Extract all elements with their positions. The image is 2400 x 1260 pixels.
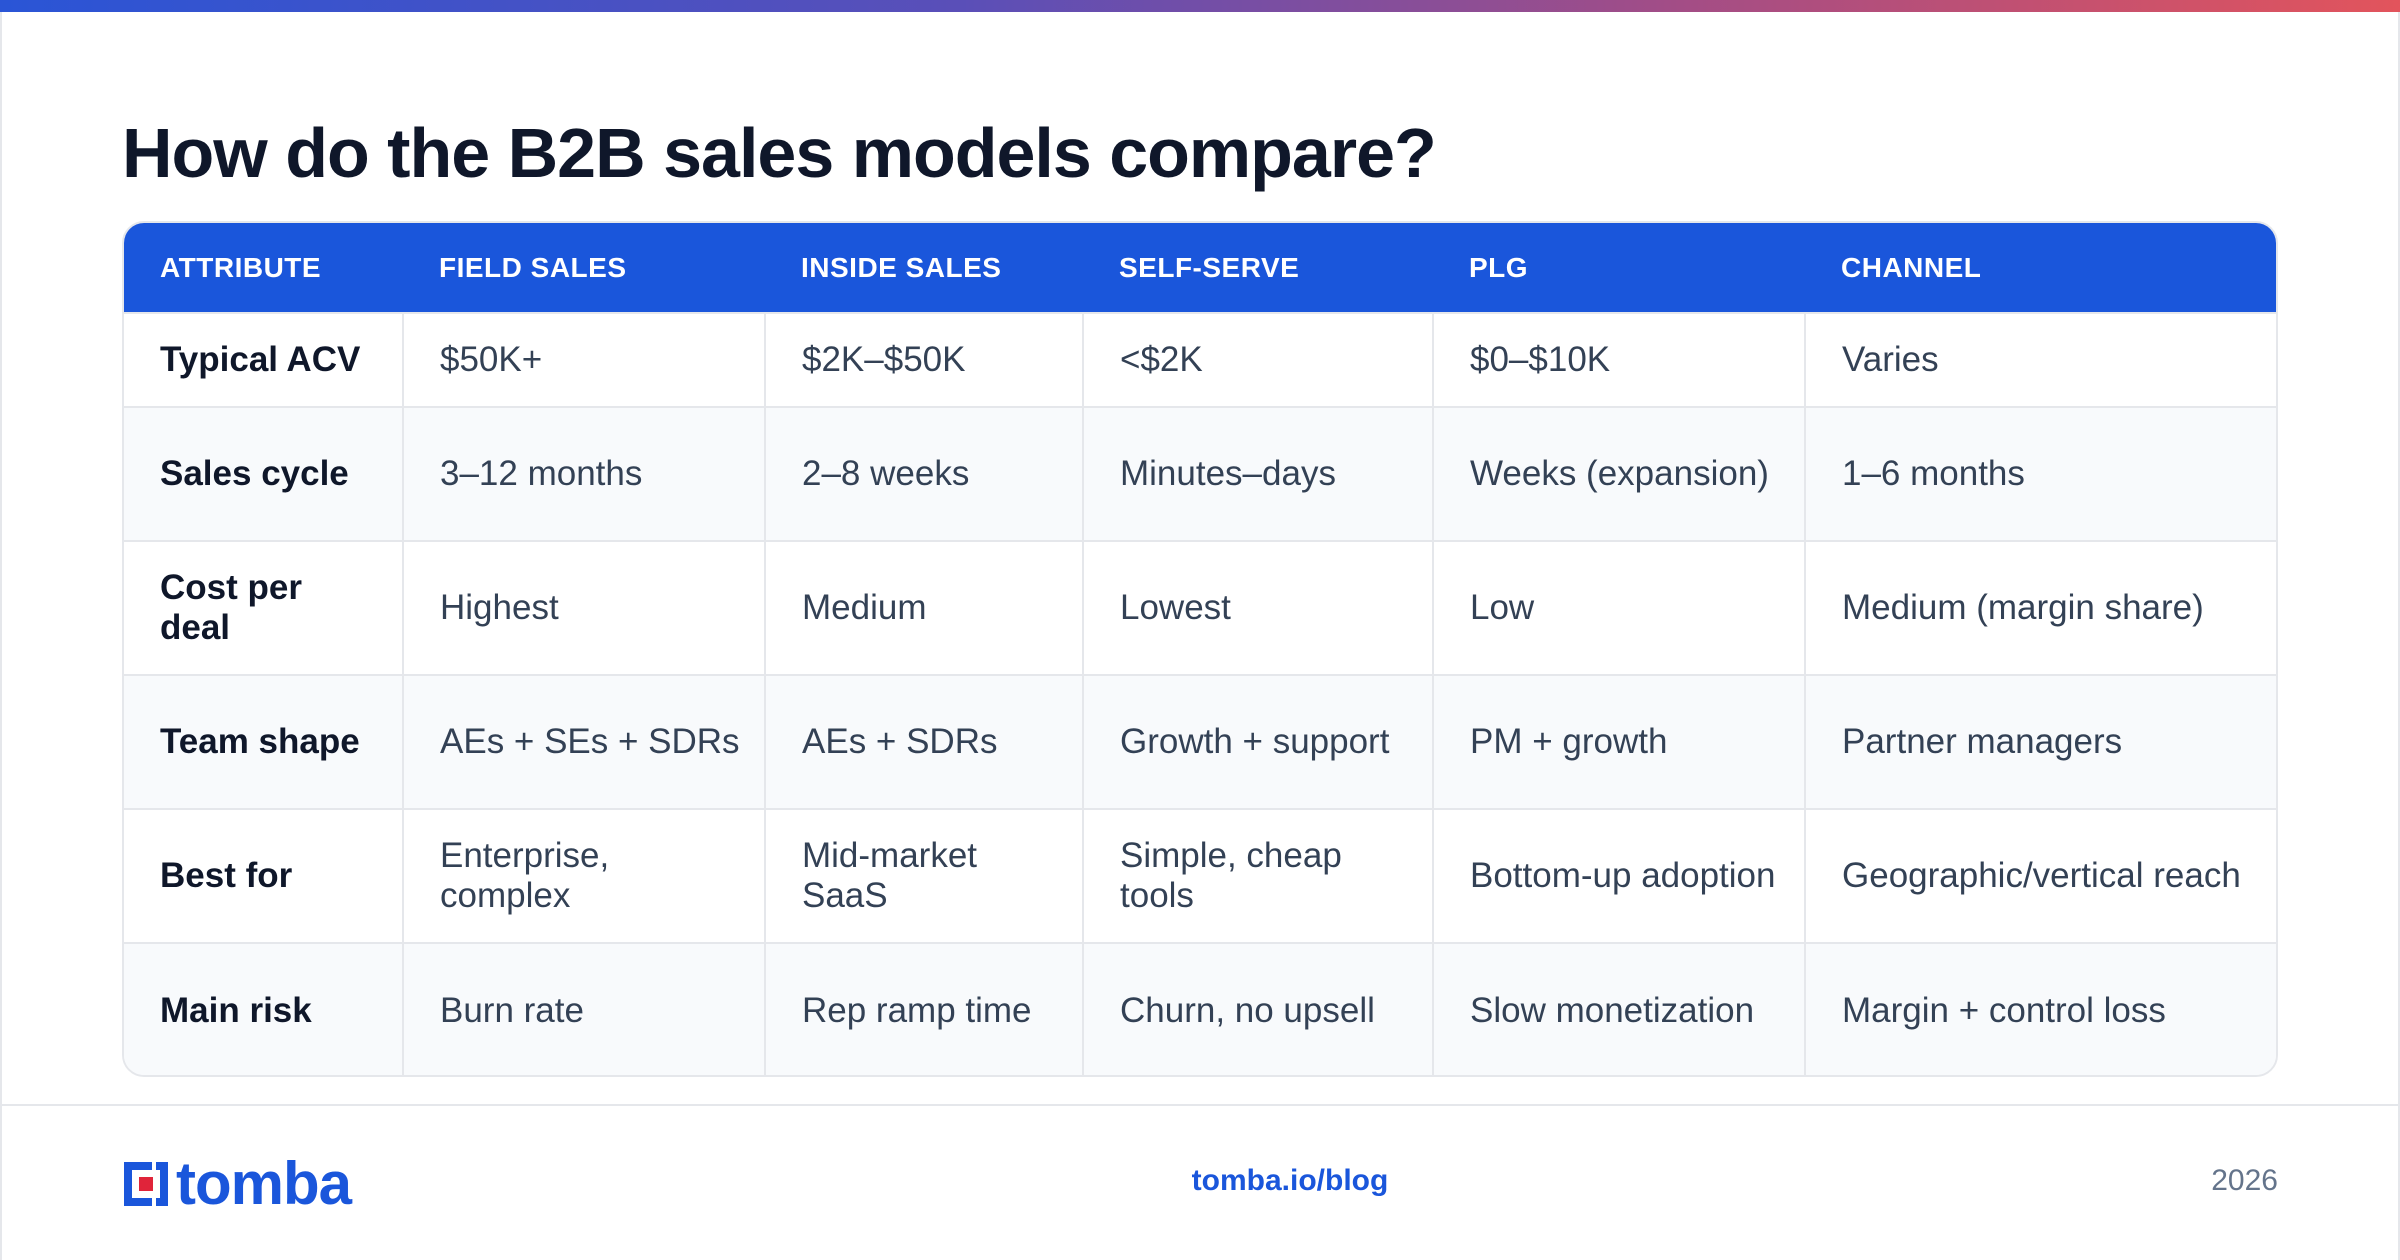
table-cell: Simple, cheap tools bbox=[1083, 808, 1434, 943]
table-cell: Rep ramp time bbox=[765, 942, 1084, 1075]
row-attribute: Best for bbox=[124, 808, 404, 943]
footer-divider bbox=[0, 1104, 2400, 1106]
column-header: PLG bbox=[1469, 251, 1529, 283]
column-header: INSIDE SALES bbox=[801, 251, 1002, 283]
table-cell: Geographic/vertical reach bbox=[1805, 808, 2276, 943]
page-title: How do the B2B sales models compare? bbox=[122, 114, 1437, 192]
column-header: CHANNEL bbox=[1841, 251, 1982, 283]
row-attribute: Sales cycle bbox=[124, 406, 404, 541]
row-attribute: Cost per deal bbox=[124, 540, 404, 675]
column-header: SELF-SERVE bbox=[1119, 251, 1300, 283]
table-cell: Slow monetization bbox=[1433, 942, 1806, 1075]
table-cell: $2K–$50K bbox=[765, 312, 1084, 407]
comparison-table: ATTRIBUTE FIELD SALES INSIDE SALES SELF-… bbox=[122, 221, 2278, 1077]
table-cell: 1–6 months bbox=[1805, 406, 2276, 541]
table-cell: $50K+ bbox=[403, 312, 766, 407]
table-header-row: ATTRIBUTE FIELD SALES INSIDE SALES SELF-… bbox=[124, 223, 2276, 313]
table-row: Cost per deal Highest Medium Lowest Low … bbox=[124, 540, 2276, 675]
table-row: Best for Enterprise, complex Mid-market … bbox=[124, 808, 2276, 943]
table-cell: <$2K bbox=[1083, 312, 1434, 407]
table-cell: 3–12 months bbox=[403, 406, 766, 541]
column-header: ATTRIBUTE bbox=[160, 251, 322, 283]
blog-link[interactable]: tomba.io/blog bbox=[1191, 1164, 1389, 1197]
table-cell: Churn, no upsell bbox=[1083, 942, 1434, 1075]
table-cell: Low bbox=[1433, 540, 1806, 675]
brand-name: tomba bbox=[176, 1150, 352, 1217]
table-row: Sales cycle 3–12 months 2–8 weeks Minute… bbox=[124, 406, 2276, 541]
table-row: Typical ACV $50K+ $2K–$50K <$2K $0–$10K … bbox=[124, 312, 2276, 407]
table-cell: Mid-market SaaS bbox=[765, 808, 1084, 943]
table-cell: Enterprise, complex bbox=[403, 808, 766, 943]
table-cell: AEs + SDRs bbox=[765, 674, 1084, 809]
row-attribute: Team shape bbox=[124, 674, 404, 809]
row-attribute: Typical ACV bbox=[124, 312, 404, 407]
table-cell: Growth + support bbox=[1083, 674, 1434, 809]
table-row: Main risk Burn rate Rep ramp time Churn,… bbox=[124, 942, 2276, 1075]
footer-year: 2026 bbox=[2211, 1164, 2278, 1197]
brand-logo: tomba bbox=[122, 1150, 352, 1217]
table-cell: Medium bbox=[765, 540, 1084, 675]
row-attribute: Main risk bbox=[124, 942, 404, 1075]
table-cell: Margin + control loss bbox=[1805, 942, 2276, 1075]
table-cell: Lowest bbox=[1083, 540, 1434, 675]
column-header: FIELD SALES bbox=[439, 251, 627, 283]
table-cell: Burn rate bbox=[403, 942, 766, 1075]
table-cell: Bottom-up adoption bbox=[1433, 808, 1806, 943]
table-cell: 2–8 weeks bbox=[765, 406, 1084, 541]
table-cell: Minutes–days bbox=[1083, 406, 1434, 541]
table-cell: Highest bbox=[403, 540, 766, 675]
gradient-accent-bar bbox=[0, 0, 2400, 12]
table-cell: Medium (margin share) bbox=[1805, 540, 2276, 675]
tomba-logo-icon bbox=[122, 1160, 170, 1208]
table-cell: Weeks (expansion) bbox=[1433, 406, 1806, 541]
table-row: Team shape AEs + SEs + SDRs AEs + SDRs G… bbox=[124, 674, 2276, 809]
table-cell: $0–$10K bbox=[1433, 312, 1806, 407]
table-cell: PM + growth bbox=[1433, 674, 1806, 809]
table-cell: Varies bbox=[1805, 312, 2276, 407]
table-cell: AEs + SEs + SDRs bbox=[403, 674, 766, 809]
table-cell: Partner managers bbox=[1805, 674, 2276, 809]
